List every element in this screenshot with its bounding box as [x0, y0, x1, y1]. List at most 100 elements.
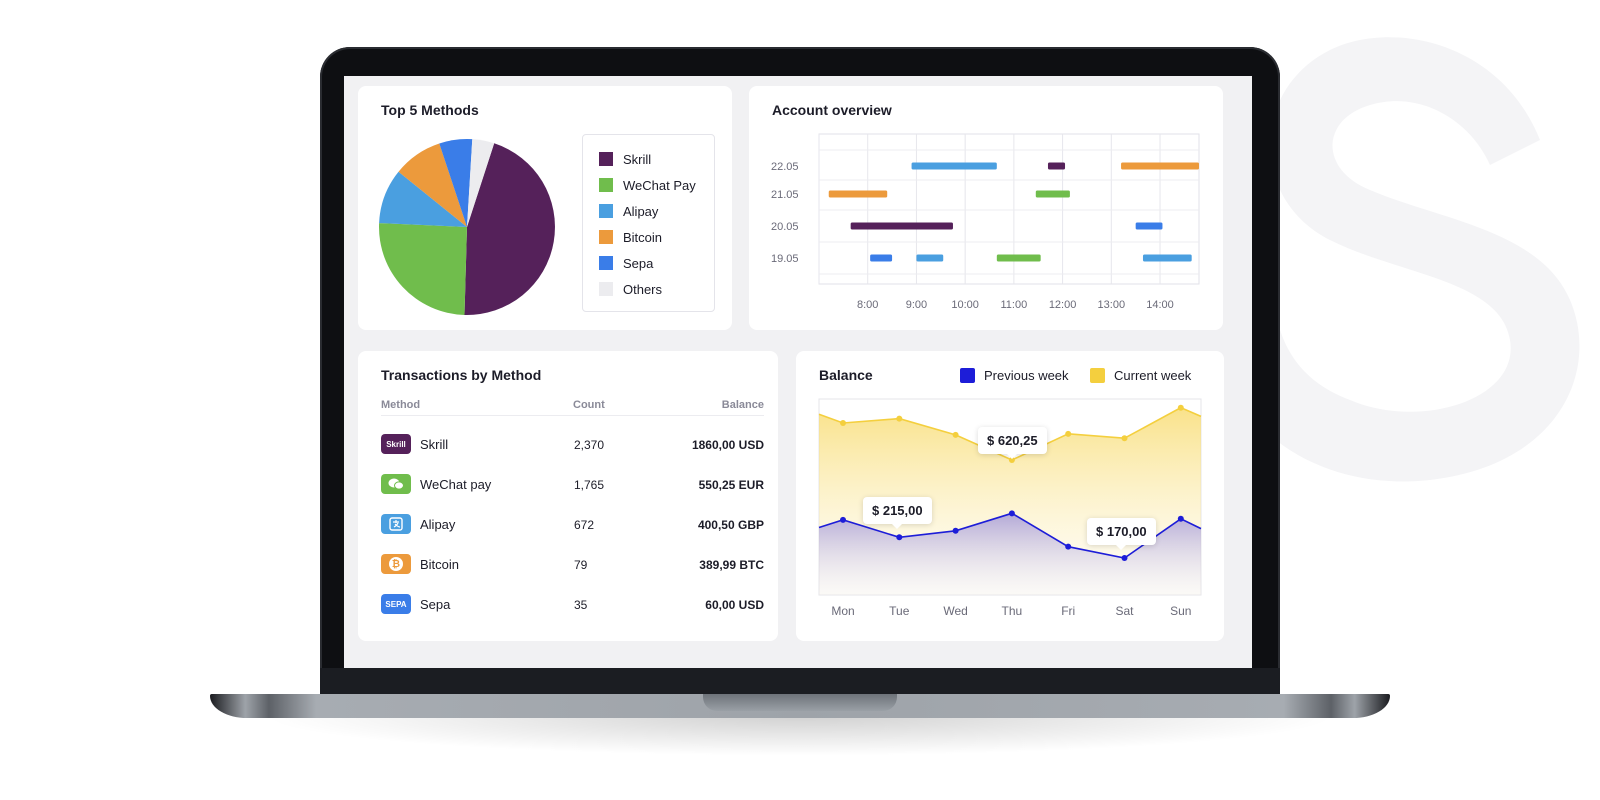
bitcoin-icon: ₿ — [381, 554, 411, 574]
previous-week-swatch — [960, 368, 975, 383]
skrill-icon: Skrill — [381, 434, 411, 454]
table-row[interactable]: Alipay 672 400,50 GBP — [381, 513, 764, 537]
legend-item-alipay[interactable]: Alipay — [599, 203, 658, 219]
legend-previous-week: Previous week — [960, 368, 1069, 383]
balance-x-label-sat: Sat — [1115, 604, 1134, 618]
header-divider — [381, 415, 764, 416]
alipay-icon — [381, 514, 411, 534]
header-method: Method — [381, 399, 421, 411]
point-previous-week-wed[interactable] — [952, 527, 959, 534]
gantt-bar-alipay-22-05[interactable] — [911, 162, 997, 170]
balance-x-label-tue: Tue — [889, 604, 910, 618]
transactions-title: Transactions by Method — [381, 367, 542, 383]
method-balance: 389,99 BTC — [699, 558, 764, 572]
legend-swatch-alipay — [599, 204, 613, 218]
current-week-swatch — [1090, 368, 1105, 383]
point-previous-week-fri[interactable] — [1065, 543, 1072, 550]
legend-swatch-skrill — [599, 152, 613, 166]
legend-label-sepa: Sepa — [623, 255, 654, 271]
gantt-bar-skrill-22-05[interactable] — [1047, 162, 1066, 170]
tooltip-previous-sat: $ 170,00 — [1087, 518, 1156, 550]
current-week-label: Current week — [1114, 368, 1192, 383]
gantt-bar-wechat-pay-21-05[interactable] — [1035, 190, 1070, 198]
table-row[interactable]: SEPA Sepa 35 60,00 USD — [381, 593, 764, 617]
legend-item-bitcoin[interactable]: Bitcoin — [599, 229, 662, 245]
gantt-bar-sepa-20-05[interactable] — [1135, 222, 1163, 230]
pie-slice-skrill[interactable] — [464, 143, 555, 315]
pie-slice-alipay[interactable] — [379, 171, 467, 227]
legend-label-alipay: Alipay — [623, 203, 659, 219]
pie-legend: Skrill WeChat Pay Alipay Bitcoin Sepa Others — [582, 134, 715, 312]
gantt-bar-bitcoin-21-05[interactable] — [828, 190, 888, 198]
point-current-week-fri[interactable] — [1065, 430, 1072, 437]
method-count: 1,765 — [574, 478, 605, 492]
gantt-x-label-14-00: 14:00 — [1146, 299, 1174, 311]
balance-card: Balance Previous week Current week Mon Tu… — [796, 351, 1224, 641]
balance-x-label-wed: Wed — [943, 604, 967, 618]
method-count: 672 — [574, 518, 595, 532]
gantt-y-label-22-05: 22.05 — [771, 161, 799, 173]
pie-slice-bitcoin[interactable] — [398, 143, 467, 227]
top-methods-card: Top 5 Methods Skrill WeChat Pay Alipay Bitc… — [358, 86, 732, 330]
point-current-week-wed[interactable] — [952, 431, 959, 438]
method-balance: 60,00 USD — [705, 598, 764, 612]
gantt-y-label-20-05: 20.05 — [771, 221, 799, 233]
balance-x-label-sun: Sun — [1170, 604, 1191, 618]
background-logo — [1240, 37, 1580, 482]
table-row[interactable]: WeChat pay 1,765 550,25 EUR — [381, 473, 764, 497]
point-current-week-mon[interactable] — [840, 419, 846, 426]
method-name: Skrill — [420, 437, 449, 452]
gantt-bar-sepa-19-05[interactable] — [870, 254, 893, 262]
point-current-week-tue[interactable] — [896, 415, 903, 422]
legend-swatch-wechat-pay — [599, 178, 613, 192]
account-overview-chart: 22.05 21.05 20.05 19.05 8:00 9:00 10:00 11:00 12… — [771, 133, 1200, 311]
account-overview-card: Account overview 22.05 21.05 20.05 19.05 8:0… — [749, 86, 1223, 330]
method-balance: 550,25 EUR — [698, 478, 764, 492]
pie-slice-sepa[interactable] — [439, 139, 473, 227]
method-name: WeChat pay — [420, 477, 492, 492]
point-previous-week-thu[interactable] — [1008, 510, 1015, 517]
method-balance: 400,50 GBP — [697, 518, 764, 532]
gantt-bar-skrill-20-05[interactable] — [850, 222, 953, 230]
point-previous-week-sat[interactable] — [1121, 554, 1128, 561]
gantt-x-label-13-00: 13:00 — [1098, 299, 1126, 311]
header-balance: Balance — [721, 399, 764, 411]
table-row[interactable]: Skrill Skrill 2,370 1860,00 USD — [381, 433, 764, 457]
legend-item-wechat-pay[interactable]: WeChat Pay — [599, 177, 696, 193]
legend-item-sepa[interactable]: Sepa — [599, 255, 653, 271]
top-methods-title: Top 5 Methods — [381, 102, 479, 118]
method-count: 2,370 — [574, 438, 605, 452]
legend-item-skrill[interactable]: Skrill — [599, 151, 651, 167]
area-previous-week — [819, 513, 1201, 595]
pie-slice-others[interactable] — [467, 139, 495, 227]
point-current-week-sun[interactable] — [1177, 404, 1184, 411]
table-row[interactable]: ₿ Bitcoin 79 389,99 BTC — [381, 553, 764, 577]
point-previous-week-sun[interactable] — [1177, 515, 1184, 522]
gantt-bar-alipay-19-05[interactable] — [916, 254, 944, 262]
gantt-x-label-9-00: 9:00 — [906, 299, 927, 311]
gantt-bar-alipay-19-05[interactable] — [1142, 254, 1192, 262]
gantt-bar-wechat-pay-19-05[interactable] — [996, 254, 1041, 262]
dashboard-screen: Top 5 Methods Skrill WeChat Pay Alipay Bitc… — [344, 76, 1252, 668]
method-count: 79 — [574, 558, 588, 572]
account-overview-title: Account overview — [772, 102, 892, 118]
method-balance: 1860,00 USD — [691, 438, 764, 452]
method-count: 35 — [574, 598, 588, 612]
gantt-x-label-11-00: 11:00 — [1001, 299, 1028, 311]
pie-slice-wechat-pay[interactable] — [379, 223, 467, 315]
gantt-bar-bitcoin-22-05[interactable] — [1121, 162, 1199, 170]
point-previous-week-mon[interactable] — [840, 516, 846, 523]
balance-x-label-fri: Fri — [1061, 604, 1075, 618]
legend-label-bitcoin: Bitcoin — [623, 229, 663, 245]
point-current-week-sat[interactable] — [1121, 435, 1128, 442]
legend-label-wechat-pay: WeChat Pay — [623, 177, 696, 193]
point-previous-week-tue[interactable] — [896, 534, 903, 541]
legend-item-others[interactable]: Others — [599, 281, 662, 297]
balance-chart: Mon Tue Wed Thu Fri Sat Sun — [818, 398, 1202, 618]
method-name: Sepa — [420, 597, 451, 612]
laptop-shadow — [260, 716, 1340, 756]
transactions-card: Transactions by Method Method Count Bala… — [358, 351, 778, 641]
wechat-icon — [381, 474, 411, 494]
balance-x-label-mon: Mon — [831, 604, 854, 618]
